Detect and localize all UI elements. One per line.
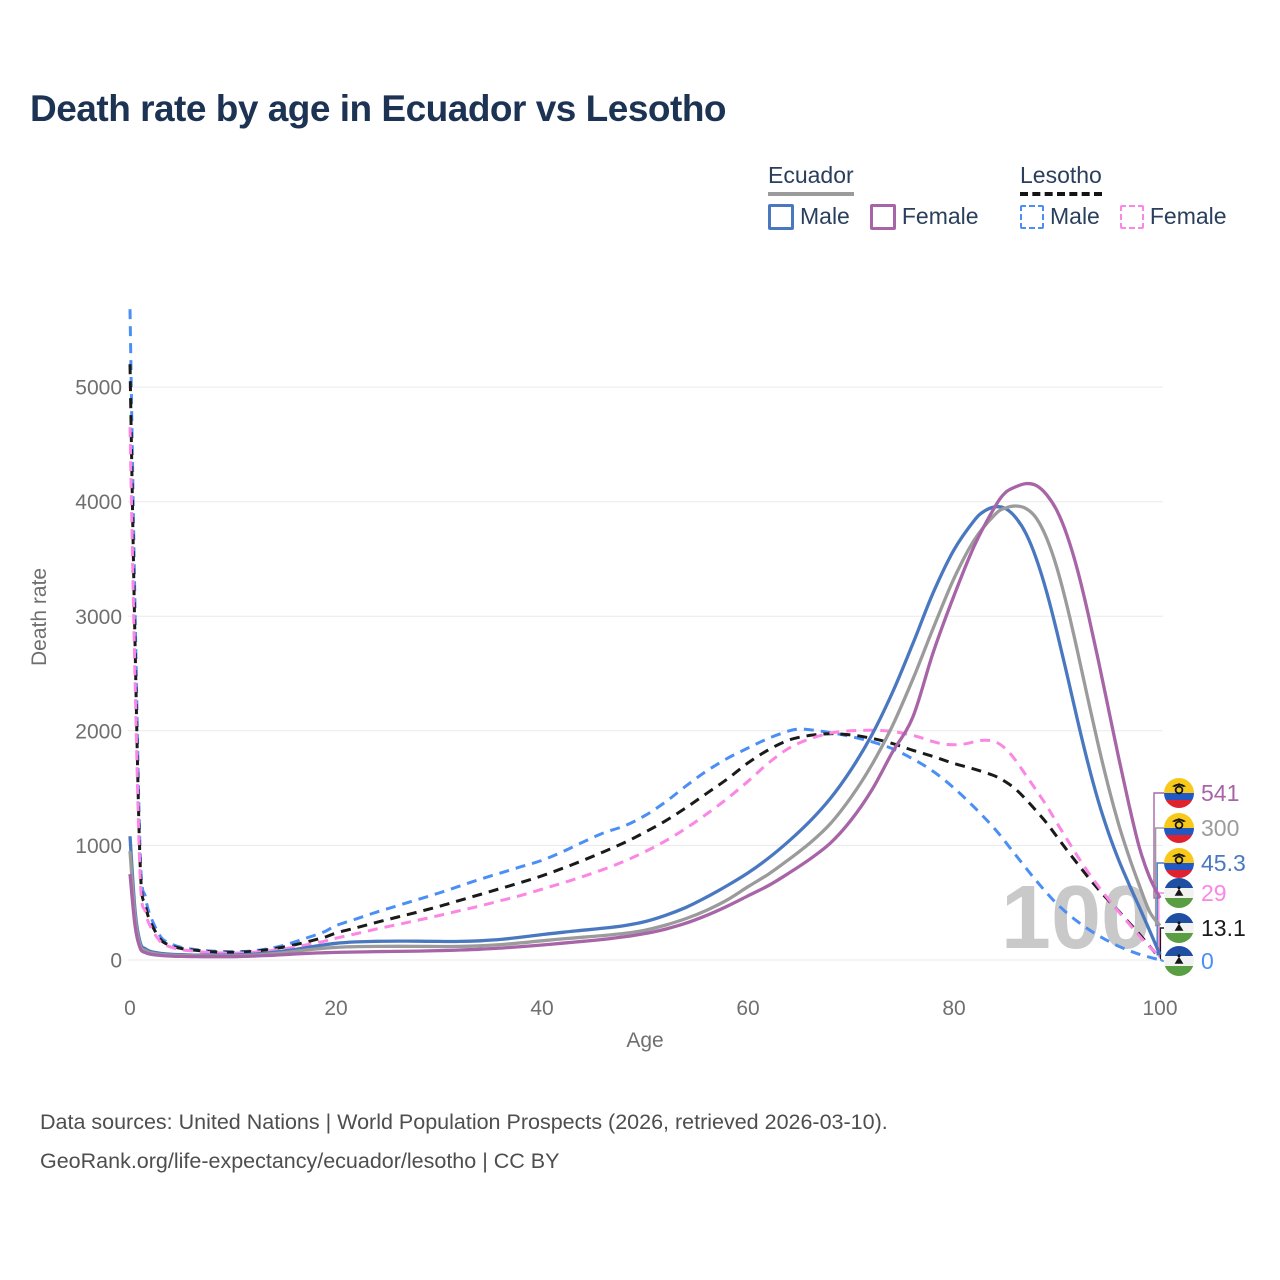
end-label-lesotho-female[interactable]: 29 [1164,878,1227,908]
lesotho-flag-icon [1164,878,1194,908]
end-label-connectors [1153,792,1164,962]
end-value: 300 [1201,814,1240,841]
end-label-ecuador-female[interactable]: 541 [1164,778,1239,808]
x-axis-title: Age [626,1029,663,1052]
x-tick-label: 0 [124,997,136,1020]
end-label-ecuador-total[interactable]: 300 [1164,813,1239,843]
age-watermark: 100 [1001,868,1151,968]
ecuador-flag-icon [1164,848,1194,878]
x-tick-label: 100 [1142,997,1177,1020]
end-value: 13.1 [1201,914,1246,941]
legend-label: Male [800,203,850,229]
data-source-note: Data sources: United Nations | World Pop… [40,1103,888,1181]
y-tick-label: 0 [110,950,122,973]
gridlines [128,386,1163,961]
legend-label: Female [901,203,979,229]
legend-heading-ecuador: Ecuador [768,162,854,196]
series-line-lesotho-female[interactable] [128,427,1162,958]
page-title: Death rate by age in Ecuador vs Lesotho [30,88,727,129]
lesotho-male-swatch-icon [1020,204,1044,229]
legend-heading-lesotho: Lesotho [1020,162,1102,196]
end-label-ecuador-male[interactable]: 45.3 [1164,848,1246,878]
y-tick-label: 3000 [75,606,122,629]
x-tick-label: 20 [324,997,347,1020]
connector-lesotho-total [1159,927,1164,960]
series-line-lesotho-male[interactable] [128,309,1161,962]
ecuador-male-swatch-icon [768,203,794,230]
x-tick-label: 40 [530,997,553,1020]
ecuador-flag-icon [1164,813,1194,843]
legend-item-lesotho-male[interactable]: Male [1020,203,1100,230]
legend-item-lesotho-female[interactable]: Female [1119,203,1227,230]
end-value: 0 [1201,947,1214,974]
legend-label: Male [1050,203,1100,229]
legend-group-ecuador: Ecuador Male Female [768,162,979,230]
lesotho-flag-icon [1164,946,1194,976]
legend-item-ecuador-male[interactable]: Male [768,203,850,230]
end-value: 541 [1201,779,1240,806]
x-tick-label: 60 [736,997,759,1020]
series-lines [128,309,1162,962]
y-tick-label: 1000 [75,835,122,858]
legend-label: Female [1149,203,1227,229]
y-axis-title: Death rate [28,568,51,666]
y-tick-label: 5000 [75,377,122,400]
end-value: 45.3 [1201,849,1246,876]
lesotho-flag-icon [1164,913,1194,943]
footer-url-line: GeoRank.org/life-expectancy/ecuador/leso… [40,1149,560,1173]
footer-sources-line: Data sources: United Nations | World Pop… [40,1110,888,1134]
legend-group-lesotho: Lesotho Male Female [1020,162,1227,230]
x-tick-label: 80 [942,997,965,1020]
connector-lesotho-male [1160,959,1164,962]
series-line-ecuador-female[interactable] [128,481,1162,959]
series-line-lesotho-total[interactable] [128,364,1162,960]
lesotho-female-swatch-icon [1119,204,1144,229]
legend-item-ecuador-female[interactable]: Female [869,203,979,230]
end-value: 29 [1201,879,1227,906]
end-label-lesotho-total[interactable]: 13.1 [1164,913,1246,943]
axis-tick-labels: 0 1000 2000 3000 4000 5000 0 20 40 60 80 100 [75,377,1177,1020]
ecuador-female-swatch-icon [869,203,896,230]
y-tick-label: 4000 [75,491,122,514]
end-label-lesotho-male[interactable]: 0 [1164,946,1214,976]
ecuador-flag-icon [1164,778,1194,808]
y-tick-label: 2000 [75,720,122,743]
